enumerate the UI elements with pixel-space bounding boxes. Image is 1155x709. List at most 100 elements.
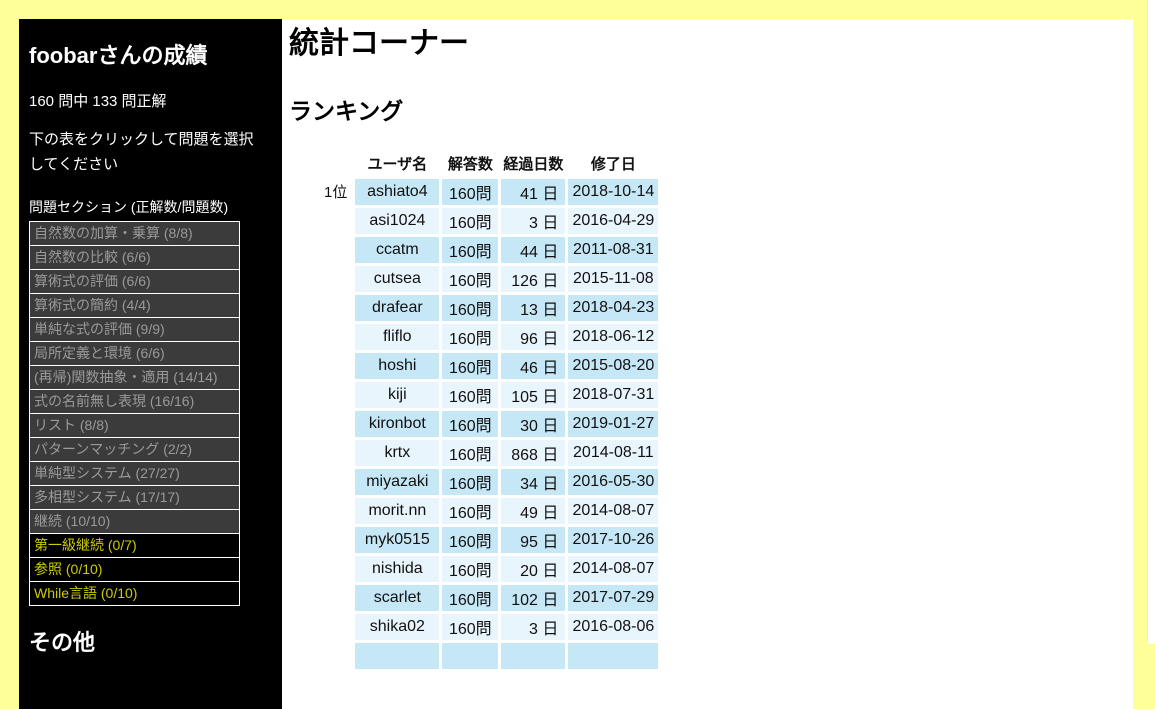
- sidebar-section-button[interactable]: 参照 (0/10): [29, 556, 240, 582]
- completion-date-cell: 2018-06-12: [568, 323, 659, 350]
- ranking-row: asi1024 160問 3 日 2016-04-29: [324, 207, 659, 234]
- ranking-header-row: ユーザ名 解答数 経過日数 修了日: [324, 153, 658, 176]
- sidebar-section-button[interactable]: 単純型システム (27/27): [29, 460, 240, 486]
- username-cell: fliflo: [355, 323, 440, 350]
- username-cell: hoshi: [355, 352, 440, 379]
- elapsed-days-cell: 30 日: [501, 410, 566, 437]
- ranking-row: kironbot 160問 30 日 2019-01-27: [324, 410, 659, 437]
- sections-header: 問題セクション (正解数/問題数): [29, 198, 229, 215]
- username-cell: shika02: [355, 613, 440, 640]
- ranking-row: hoshi 160問 46 日 2015-08-20: [324, 352, 659, 379]
- answers-cell: 160問: [442, 555, 499, 582]
- sidebar-section-button[interactable]: 式の名前無し表現 (16/16): [29, 388, 240, 414]
- completion-date-cell: 2016-08-06: [568, 613, 659, 640]
- username-cell: nishida: [355, 555, 440, 582]
- username-cell: [355, 642, 440, 669]
- elapsed-days-cell: 3 日: [501, 613, 566, 640]
- username-cell: kiji: [355, 381, 440, 408]
- sidebar-section-button[interactable]: 継続 (10/10): [29, 508, 240, 534]
- answers-cell: 160問: [442, 381, 499, 408]
- answers-cell: 160問: [442, 207, 499, 234]
- rank-cell: [324, 353, 352, 379]
- answers-cell: 160問: [442, 323, 499, 350]
- ranking-row: morit.nn 160問 49 日 2014-08-07: [324, 497, 659, 524]
- ranking-row: miyazaki 160問 34 日 2016-05-30: [324, 468, 659, 495]
- ranking-row: nishida 160問 20 日 2014-08-07: [324, 555, 659, 582]
- completion-date-cell: 2017-10-26: [568, 526, 659, 553]
- completion-date-cell: 2018-07-31: [568, 381, 659, 408]
- rank-cell: [324, 527, 352, 553]
- rank-cell: [324, 643, 352, 669]
- elapsed-days-cell: 126 日: [501, 265, 566, 292]
- page-title: 統計コーナー: [289, 27, 469, 60]
- username-cell: morit.nn: [355, 497, 440, 524]
- answers-cell: 160問: [442, 497, 499, 524]
- ranking-row: shika02 160問 3 日 2016-08-06: [324, 613, 659, 640]
- username-cell: cutsea: [355, 265, 440, 292]
- sidebar-section-button[interactable]: While言語 (0/10): [29, 580, 240, 606]
- ranking-row: ccatm 160問 44 日 2011-08-31: [324, 236, 659, 263]
- results-sidebar: foobarさんの成績 160 問中 133 問正解 下の表をクリックして問題を…: [19, 19, 282, 709]
- rank-column-header: [324, 153, 352, 176]
- ranking-row: 1位 ashiato4 160問 41 日 2018-10-14: [324, 178, 659, 205]
- sidebar-section-button[interactable]: 自然数の加算・乗算 (8/8): [29, 220, 240, 246]
- answers-cell: 160問: [442, 294, 499, 321]
- completion-date-cell: 2016-05-30: [568, 468, 659, 495]
- elapsed-days-cell: 34 日: [501, 468, 566, 495]
- sidebar-section-button[interactable]: 算術式の簡約 (4/4): [29, 292, 240, 318]
- completion-date-cell: [568, 642, 659, 669]
- column-header: 解答数: [447, 155, 493, 173]
- rank-cell: [324, 237, 352, 263]
- column-header: 経過日数: [503, 155, 564, 173]
- sidebar-instruction: 下の表をクリックして問題を選択してください: [29, 131, 254, 174]
- page-layout: foobarさんの成績 160 問中 133 問正解 下の表をクリックして問題を…: [19, 19, 1133, 709]
- username-cell: ccatm: [355, 236, 440, 263]
- elapsed-days-cell: 102 日: [501, 584, 566, 611]
- completion-date-cell: 2018-10-14: [568, 178, 659, 205]
- ranking-row: myk0515 160問 95 日 2017-10-26: [324, 526, 659, 553]
- sidebar-section-button[interactable]: 第一級継続 (0/7): [29, 532, 240, 558]
- username-cell: miyazaki: [355, 468, 440, 495]
- ranking-body: 1位 ashiato4 160問 41 日 2018-10-14 asi1024 160問 3…: [324, 178, 659, 669]
- completion-date-cell: 2015-11-08: [568, 265, 659, 292]
- completion-date-cell: 2018-04-23: [568, 294, 659, 321]
- ranking-row: [324, 642, 659, 669]
- username-cell: scarlet: [355, 584, 440, 611]
- answers-cell: 160問: [442, 178, 499, 205]
- column-header: 修了日: [590, 155, 636, 173]
- username-cell: kironbot: [355, 410, 440, 437]
- sidebar-section-button[interactable]: 局所定義と環境 (6/6): [29, 340, 240, 366]
- rank-cell: [324, 266, 352, 292]
- completion-date-cell: 2017-07-29: [568, 584, 659, 611]
- completion-date-cell: 2014-08-11: [568, 439, 659, 466]
- elapsed-days-cell: 46 日: [501, 352, 566, 379]
- elapsed-days-cell: 95 日: [501, 526, 566, 553]
- ranking-row: kiji 160問 105 日 2018-07-31: [324, 381, 659, 408]
- sidebar-section-button[interactable]: 算術式の評価 (6/6): [29, 268, 240, 294]
- elapsed-days-cell: 41 日: [501, 178, 566, 205]
- elapsed-days-cell: 868 日: [501, 439, 566, 466]
- sidebar-section-button[interactable]: (再帰)関数抽象・適用 (14/14): [29, 364, 240, 390]
- rank-cell: [324, 440, 352, 466]
- completion-date-cell: 2011-08-31: [568, 236, 659, 263]
- answers-cell: 160問: [442, 526, 499, 553]
- sidebar-title: foobarさんの成績: [29, 43, 208, 68]
- ranking-row: drafear 160問 13 日 2018-04-23: [324, 294, 659, 321]
- sidebar-section-button[interactable]: 多相型システム (17/17): [29, 484, 240, 510]
- sidebar-section-button[interactable]: リスト (8/8): [29, 412, 240, 438]
- sidebar-section-button[interactable]: 自然数の比較 (6/6): [29, 244, 240, 270]
- elapsed-days-cell: 44 日: [501, 236, 566, 263]
- rank-cell: 1位: [324, 184, 348, 202]
- ranking-heading: ランキング: [289, 97, 404, 124]
- browser-scrollbar[interactable]: [1147, 0, 1155, 644]
- username-cell: drafear: [355, 294, 440, 321]
- ranking-row: krtx 160問 868 日 2014-08-11: [324, 439, 659, 466]
- ranking-row: scarlet 160問 102 日 2017-07-29: [324, 584, 659, 611]
- sidebar-section-button[interactable]: 単純な式の評価 (9/9): [29, 316, 240, 342]
- rank-cell: [324, 324, 352, 350]
- ranking-row: fliflo 160問 96 日 2018-06-12: [324, 323, 659, 350]
- completion-date-cell: 2016-04-29: [568, 207, 659, 234]
- sidebar-section-button[interactable]: パターンマッチング (2/2): [29, 436, 240, 462]
- answers-cell: 160問: [442, 410, 499, 437]
- score-summary: 160 問中 133 問正解: [29, 93, 167, 111]
